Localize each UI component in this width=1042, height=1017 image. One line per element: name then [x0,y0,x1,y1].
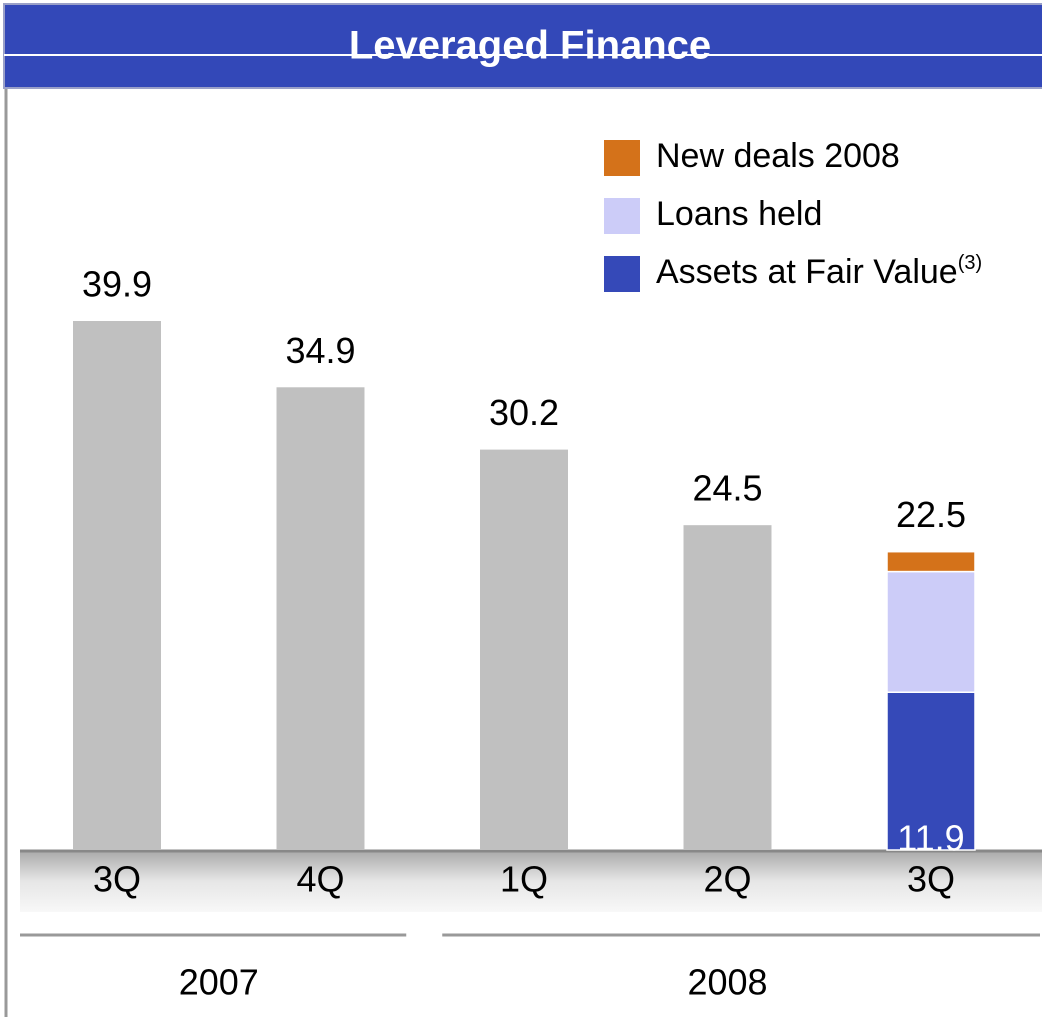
legend-name: Assets at Fair Value [656,253,958,291]
bar [276,387,365,850]
legend-note: (3) [958,252,982,274]
legend-label: New deals 2008 [656,137,900,175]
group-label: 2007 [179,962,259,1003]
legend-name: New deals 2008 [656,137,900,175]
legend-swatch [604,140,640,176]
chart-title: Leveraged Finance [349,24,711,68]
x-tick-label: 1Q [500,859,548,900]
group-label: 2008 [687,962,767,1003]
bar [73,321,161,850]
x-tick-label: 2Q [703,859,751,900]
axis-band [20,850,1042,912]
total-label: 22.5 [896,494,966,535]
bar [683,525,772,850]
total-label: 24.5 [692,468,762,509]
x-tick-label: 4Q [296,859,344,900]
legend-swatch [604,256,640,292]
legend-label: Loans held [656,195,822,233]
total-label: 39.9 [82,264,152,305]
x-tick-label: 3Q [907,859,955,900]
legend-label: Assets at Fair Value(3) [656,252,982,291]
legend-swatch [604,198,640,234]
bar-segment [886,570,976,693]
x-tick-label: 3Q [93,859,141,900]
legend-name: Loans held [656,195,822,233]
total-label: 30.2 [489,392,559,433]
segment-label: 11.9 [897,818,964,859]
total-label: 34.9 [285,330,355,371]
header [3,3,1042,89]
bar [480,449,568,850]
bar-segment [886,550,976,573]
